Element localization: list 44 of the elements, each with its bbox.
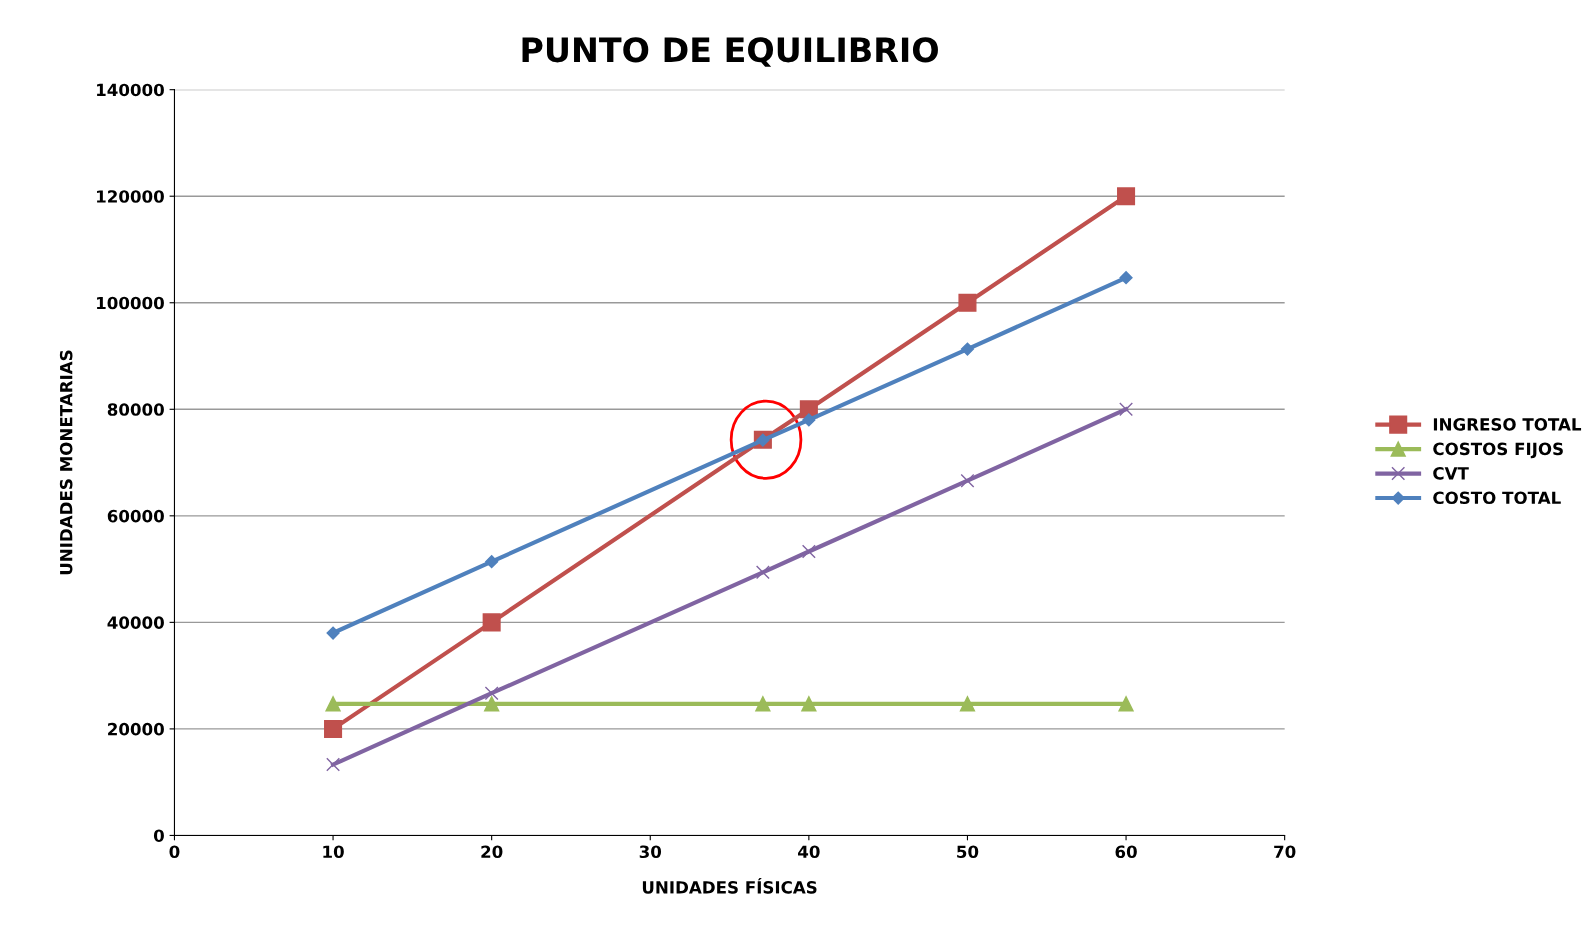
point — [958, 293, 977, 312]
x-tick-label: 10 — [323, 845, 344, 859]
point — [802, 413, 816, 427]
point — [959, 696, 976, 712]
y-tick-label: 20000 — [108, 722, 164, 736]
point — [485, 555, 499, 569]
x-tick-label: 0 — [169, 845, 180, 859]
y-tick-label: 140000 — [97, 83, 164, 97]
point — [801, 696, 817, 712]
point — [1118, 696, 1134, 712]
point — [755, 565, 770, 580]
point — [960, 473, 975, 488]
point — [482, 613, 501, 632]
point — [325, 696, 341, 712]
point — [324, 719, 343, 738]
y-tick-label: 0 — [153, 829, 164, 843]
y-tick-label: 120000 — [97, 190, 164, 203]
chart-title: PUNTO DE EQUILIBRIO — [522, 37, 938, 67]
point — [1117, 187, 1136, 206]
y-axis-title: UNIDADES MONETARIAS — [59, 350, 73, 575]
point — [801, 544, 816, 559]
point — [326, 757, 341, 772]
legend-label: CVT — [1433, 467, 1469, 480]
x-tick-label: 40 — [798, 845, 820, 859]
y-tick-label: 80000 — [107, 403, 164, 416]
x-axis-title: UNIDADES FÍSICAS — [642, 877, 817, 894]
point — [484, 686, 499, 701]
x-tick-label: 60 — [1115, 845, 1137, 859]
y-tick-label: 40000 — [107, 616, 164, 629]
x-tick-label: 30 — [639, 845, 662, 859]
point — [1119, 271, 1133, 285]
point — [484, 696, 500, 712]
point — [755, 696, 771, 712]
point — [1119, 402, 1134, 417]
legend-label: INGRESO TOTAL — [1433, 418, 1582, 431]
point — [960, 342, 975, 356]
legend-label: COSTO TOTAL — [1433, 491, 1561, 505]
x-tick-label: 50 — [957, 845, 979, 859]
point — [326, 626, 340, 640]
legend-label: COSTOS FIJOS — [1433, 442, 1563, 459]
x-tick-label: 20 — [481, 845, 503, 859]
y-tick-label: 60000 — [107, 509, 164, 523]
x-tick-label: 70 — [1274, 845, 1296, 859]
y-tick-label: 100000 — [97, 296, 164, 310]
